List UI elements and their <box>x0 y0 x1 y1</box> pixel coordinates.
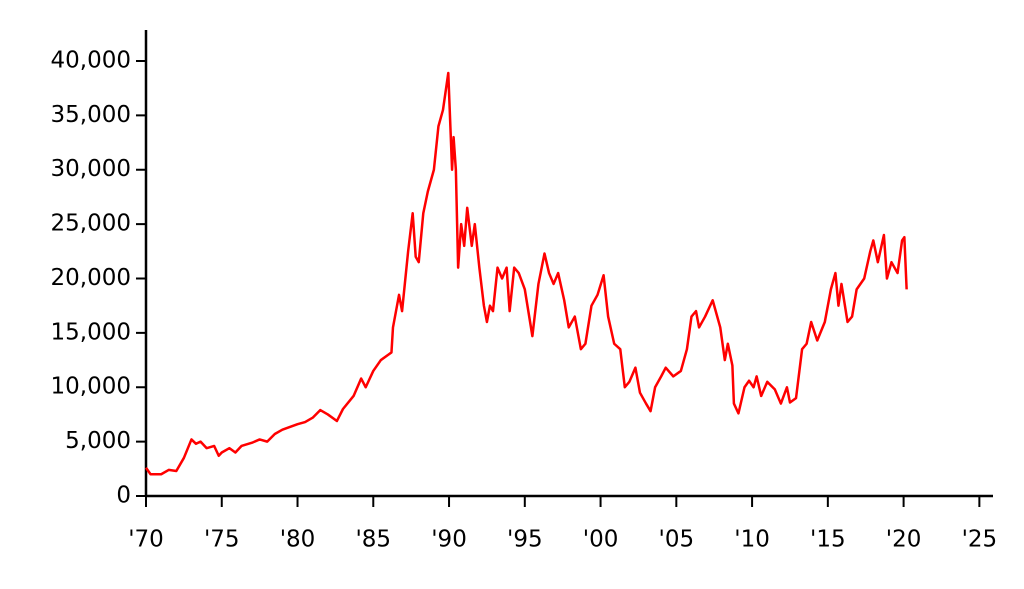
x-tick-label: '00 <box>583 527 619 553</box>
x-tick-label: '70 <box>128 527 164 553</box>
x-tick-label: '25 <box>962 527 998 553</box>
y-tick-label: 0 <box>116 483 131 509</box>
y-tick-label: 15,000 <box>51 319 131 345</box>
x-tick-label: '20 <box>886 527 922 553</box>
y-tick-label: 35,000 <box>51 102 131 128</box>
line <box>144 71 908 476</box>
x-tick-label: '90 <box>431 527 467 553</box>
x-tick-label: '75 <box>204 527 240 553</box>
y-tick-label: 5,000 <box>65 428 131 454</box>
y-tick-label: 10,000 <box>51 374 131 400</box>
x-tick-label: '10 <box>734 527 770 553</box>
y-tick-label: 30,000 <box>51 156 131 182</box>
x-tick-label: '95 <box>507 527 543 553</box>
y-tick-label: 25,000 <box>51 211 131 237</box>
x-tick-label: '85 <box>355 527 391 553</box>
x-tick-label: '80 <box>280 527 316 553</box>
y-tick-label: 20,000 <box>51 265 131 291</box>
x-tick-label: '15 <box>810 527 846 553</box>
x-tick-label: '05 <box>659 527 695 553</box>
y-tick-label: 40,000 <box>51 47 131 73</box>
